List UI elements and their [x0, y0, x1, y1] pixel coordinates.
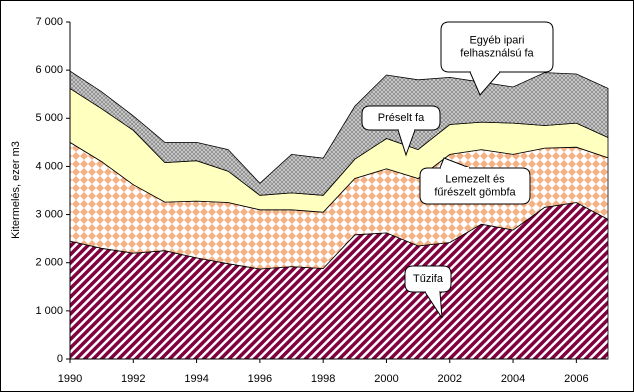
callout-label: Lemezelt és fűrészelt gömbfa [434, 173, 516, 198]
callout-box [404, 265, 452, 293]
callout-box [419, 167, 531, 205]
y-tick-label: 3 000 [35, 208, 63, 220]
callout-line: Egyéb ipari [469, 34, 524, 46]
callout-line: fűrészelt gömbfa [434, 187, 516, 199]
callout-pointer [397, 129, 416, 157]
callout-label: Egyéb ipari felhasználsú fa [460, 34, 534, 59]
callout-line: Lemezelt és [445, 173, 505, 185]
x-tick-label: 2000 [374, 373, 398, 385]
callout-label: Préselt fa [378, 112, 425, 124]
x-tick-label: 1994 [184, 373, 208, 385]
x-tick-label: 1992 [121, 373, 145, 385]
y-axis-title: Kitermelés, ezer m3 [10, 141, 22, 239]
x-tick-label: 1990 [58, 373, 82, 385]
x-tick-label: 1996 [248, 373, 272, 385]
callout-label: Tűzifa [413, 273, 444, 285]
y-tick-label: 4 000 [35, 160, 63, 172]
callout-pointer [424, 291, 443, 319]
y-tick-label: 0 [57, 353, 63, 365]
callout-line: felhasználsú fa [460, 48, 534, 60]
callout-pointer [439, 157, 471, 169]
callout-box [361, 105, 441, 131]
y-tick-label: 6 000 [35, 64, 63, 76]
y-tick-label: 1 000 [35, 305, 63, 317]
y-tick-label: 7 000 [35, 16, 63, 28]
callout-pointer [469, 71, 501, 96]
y-tick-label: 5 000 [35, 112, 63, 124]
x-tick-label: 2002 [438, 373, 462, 385]
x-tick-label: 1998 [311, 373, 335, 385]
callout-box [440, 21, 554, 73]
y-tick-label: 2 000 [35, 257, 63, 269]
area [69, 70, 609, 196]
x-tick-label: 2006 [564, 373, 588, 385]
x-tick-label: 2004 [501, 373, 525, 385]
